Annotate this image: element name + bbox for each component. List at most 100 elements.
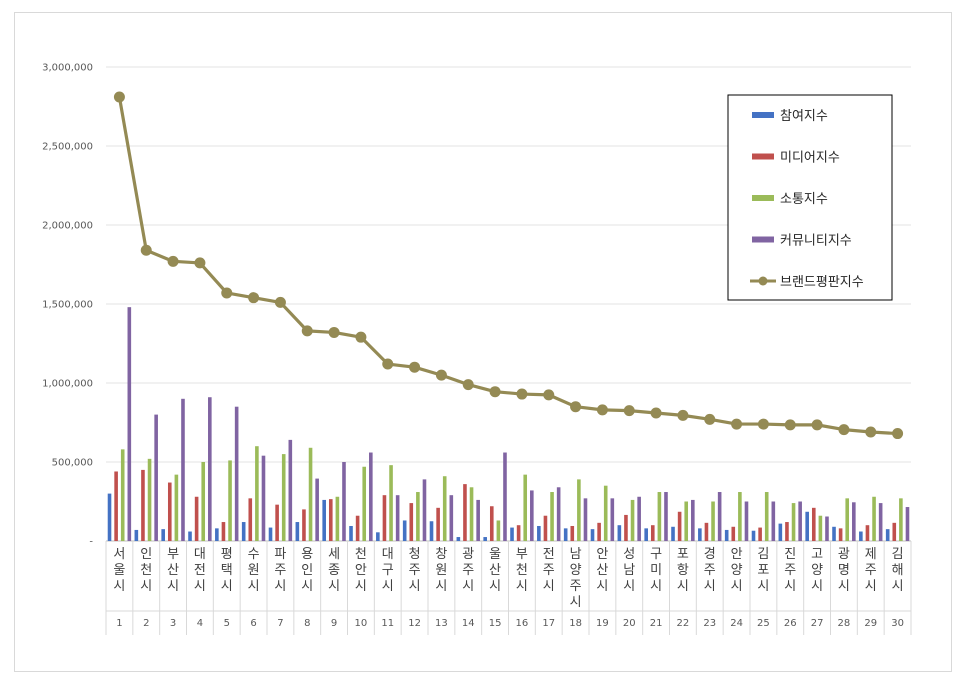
bar-3	[818, 515, 823, 541]
x-rank-label: 16	[516, 618, 529, 629]
y-axis: - 500,000 1,000,000 1,500,000 2,000,000 2,500…	[42, 63, 93, 548]
bar-4	[261, 455, 266, 541]
grid-lines	[106, 66, 911, 542]
x-rank-label: 11	[381, 618, 394, 629]
bar-2	[677, 511, 682, 541]
y-tick-label: 1,500,000	[42, 300, 93, 311]
bar-4	[744, 501, 749, 541]
bar-4	[691, 499, 695, 541]
bar-2	[114, 471, 118, 541]
bar-1	[859, 531, 863, 541]
bar-3	[442, 476, 447, 541]
bar-4	[717, 492, 722, 541]
bar-4	[530, 490, 534, 541]
x-rank-label: 15	[489, 618, 502, 629]
bar-4	[181, 398, 185, 541]
legend-label: 소통지수	[780, 192, 828, 207]
bar-2	[731, 526, 736, 541]
line-point	[301, 325, 313, 337]
line-point	[892, 428, 904, 440]
bar-4	[288, 439, 293, 541]
bar-3	[872, 496, 876, 541]
y-tick-label: 500,000	[52, 458, 93, 469]
legend-label: 참여지수	[780, 109, 828, 124]
bar-4	[583, 498, 588, 541]
bar-1	[617, 525, 622, 541]
bar-2	[704, 522, 709, 541]
x-rank-label: 4	[197, 618, 203, 629]
x-rank-label: 10	[355, 618, 368, 629]
bar-1	[698, 528, 702, 541]
bar-1	[590, 529, 595, 541]
bar-1	[483, 537, 487, 541]
line-point	[355, 331, 367, 343]
x-rank-label: 25	[757, 618, 770, 629]
y-tick-label: 1,000,000	[42, 379, 93, 390]
bar-2	[382, 495, 387, 541]
bar-4	[771, 501, 776, 541]
bar-1	[778, 523, 783, 541]
bar-3	[845, 498, 850, 541]
bar-1	[241, 522, 246, 541]
x-rank-label: 9	[331, 618, 337, 629]
legend-label: 미디어지수	[780, 151, 840, 166]
bar-3	[308, 447, 313, 541]
line-point	[865, 426, 877, 438]
bar-1	[563, 528, 568, 541]
bar-4	[878, 503, 883, 541]
bar-3	[496, 520, 501, 541]
bar-2	[194, 496, 199, 541]
bar-1	[644, 528, 648, 541]
x-rank-label: 17	[542, 618, 555, 629]
x-rank-label: 27	[811, 618, 824, 629]
legend-marker	[758, 276, 768, 286]
line-point	[140, 244, 152, 256]
bar-1	[322, 499, 326, 541]
bar-3	[335, 496, 340, 541]
brand-reputation-chart: - 500,000 1,000,000 1,500,000 2,000,000 2,500…	[42, 63, 912, 635]
chart-frame: - 500,000 1,000,000 1,500,000 2,000,000 2,500…	[14, 12, 952, 672]
bar-1	[832, 526, 836, 541]
bar-2	[624, 514, 628, 541]
line-point	[462, 379, 474, 391]
bar-3	[389, 465, 393, 541]
bar-4	[422, 479, 427, 541]
bar-3	[711, 501, 715, 541]
bar-1	[134, 529, 139, 541]
bar-1	[349, 525, 353, 541]
line-point	[248, 292, 260, 304]
bar-3	[523, 474, 528, 541]
x-axis: 서 울 시 1 인 천 시 2 부 산 시 3 대 전 시 4 평 택 시 5 수 원 시 6 파 주 시 7 용 인 시 8 세 종 시 9 천 안 시 1…	[105, 541, 912, 635]
bar-3	[630, 499, 635, 541]
x-rank-label: 13	[435, 618, 448, 629]
bar-4	[449, 495, 454, 541]
bar-2	[489, 506, 494, 541]
x-rank-label: 8	[304, 618, 310, 629]
line-point	[489, 386, 501, 398]
bar-4	[395, 495, 400, 541]
bar-1	[885, 529, 890, 541]
line-point	[167, 255, 179, 267]
bar-2	[409, 503, 414, 541]
x-rank-label: 12	[408, 618, 421, 629]
bar-3	[550, 492, 554, 541]
legend-swatch	[752, 112, 774, 118]
bar-4	[208, 397, 212, 541]
bar-1	[188, 531, 192, 541]
bar-2	[811, 507, 816, 541]
line-point	[328, 326, 340, 338]
bar-3	[416, 492, 420, 541]
y-tick-label: 2,500,000	[42, 142, 93, 153]
y-tick-label: 2,000,000	[42, 221, 93, 232]
x-rank-label: 26	[784, 618, 797, 629]
bar-4	[825, 516, 829, 541]
